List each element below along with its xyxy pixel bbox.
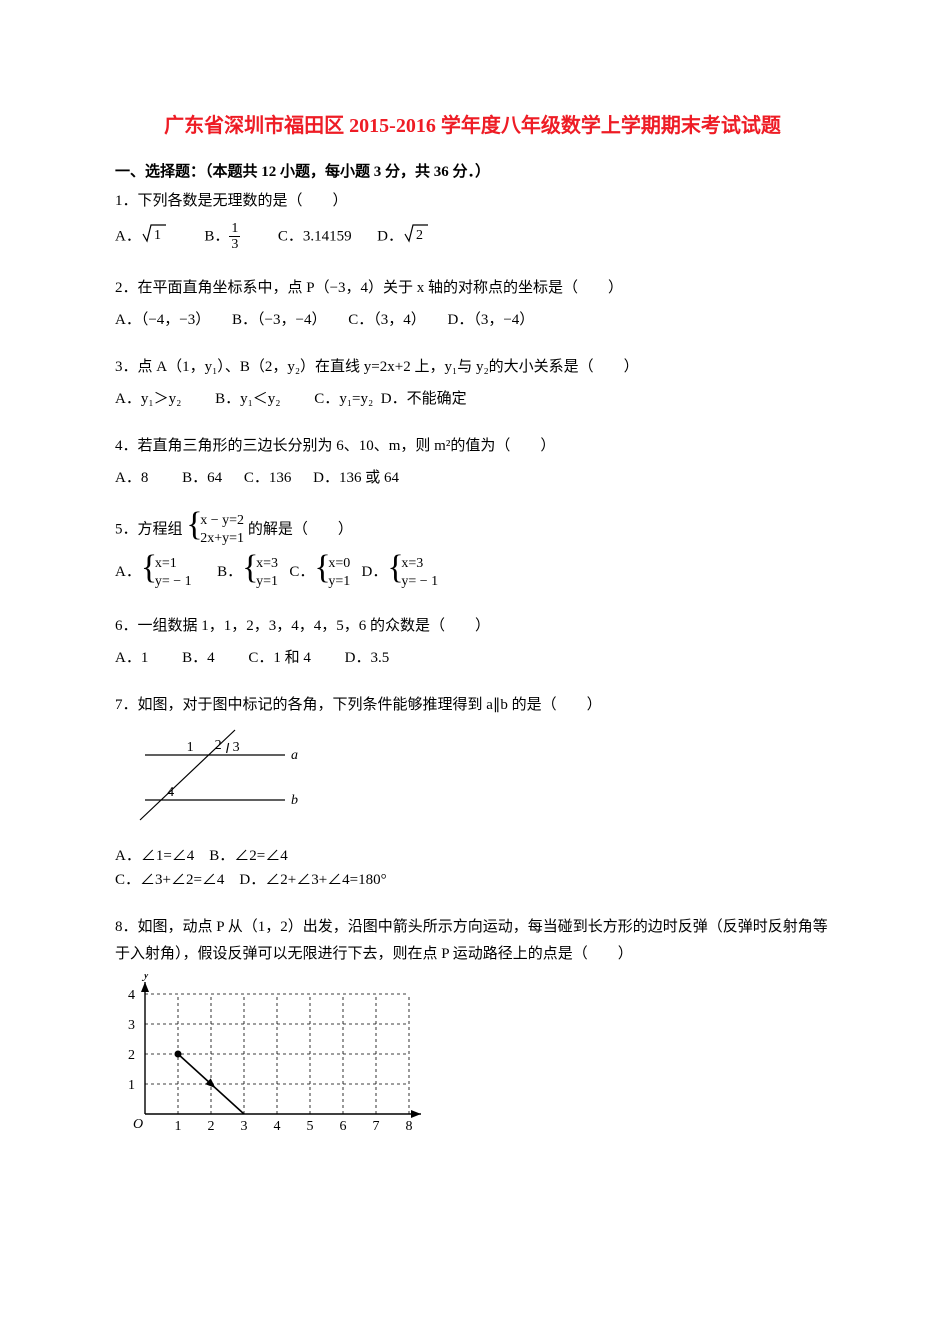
- q6-optD: 3.5: [370, 650, 389, 666]
- question-3: 3．点 A（1，y₁）、B（2，y₂）在直线 y=2x+2 上，y₁与 y₂的大…: [115, 354, 830, 411]
- eq-line2: 2x+y=1: [200, 531, 244, 546]
- svg-text:6: 6: [340, 1119, 347, 1134]
- svg-text:1: 1: [128, 1078, 135, 1093]
- q6-stem: 6．一组数据 1，1，2，3，4，4，5，6 的众数是（ ）: [115, 613, 830, 640]
- svg-text:1: 1: [175, 1119, 182, 1134]
- q5-optA: x=1 y= − 1: [141, 555, 192, 591]
- q3-optB: y₁＜y₂: [240, 391, 280, 407]
- q6-optC: 1 和 4: [273, 650, 311, 666]
- q6-optB: 4: [207, 650, 215, 666]
- q7-stem: 7．如图，对于图中标记的各角，下列条件能够推理得到 a∥b 的是（ ）: [115, 692, 830, 719]
- optC-l1: x=0: [328, 556, 350, 571]
- svg-text:4: 4: [128, 988, 135, 1003]
- q2-stem: 2．在平面直角坐标系中，点 P（−3，4）关于 x 轴的对称点的坐标是（ ）: [115, 275, 830, 302]
- q4-options: A．8 B．64 C．136 D．136 或 64: [115, 466, 830, 490]
- question-6: 6．一组数据 1，1，2，3，4，4，5，6 的众数是（ ） A．1 B．4 C…: [115, 613, 830, 670]
- q1-options: A．1 B．13 C．3.14159 D．2: [115, 221, 830, 253]
- fraction-icon: 13: [229, 221, 240, 253]
- svg-text:2: 2: [128, 1048, 135, 1063]
- sqrt-icon: 2: [403, 222, 429, 252]
- q4-optC: 136: [269, 470, 292, 486]
- section-header: 一、选择题：（本题共 12 小题，每小题 3 分，共 36 分．）: [115, 160, 830, 184]
- eq-line1: x − y=2: [200, 513, 244, 528]
- q7-line1: A．∠1=∠4 B．∠2=∠4: [115, 844, 830, 868]
- q5-optC: x=0y=1: [314, 555, 350, 591]
- svg-text:5: 5: [307, 1119, 314, 1134]
- equation-system: x − y=2 2x+y=1: [186, 512, 244, 548]
- question-1: 1．下列各数是无理数的是（ ） A．1 B．13 C．3.14159 D．2: [115, 188, 830, 253]
- q4-optD: 136 或 64: [339, 470, 399, 486]
- svg-text:1: 1: [187, 740, 194, 755]
- q3-options: A．y₁＞y₂ B．y₁＜y₂ C．y₁=y₂ D．不能确定: [115, 387, 830, 411]
- q5-suffix: 的解是（ ）: [248, 521, 353, 537]
- q4-optB: 64: [207, 470, 222, 486]
- q1-stem: 1．下列各数是无理数的是（ ）: [115, 188, 830, 215]
- q2-optA: （−4，−3）: [141, 312, 210, 328]
- optD-l2: y= − 1: [401, 574, 438, 589]
- q3-optA: y₁＞y₂: [141, 391, 181, 407]
- svg-text:2: 2: [416, 228, 423, 243]
- svg-text:3: 3: [233, 740, 240, 755]
- q4-stem: 4．若直角三角形的三边长分别为 6、10、m，则 m²的值为（ ）: [115, 433, 830, 460]
- q1-optC: 3.14159: [303, 228, 352, 244]
- svg-text:1: 1: [154, 228, 161, 243]
- svg-text:2: 2: [215, 738, 222, 753]
- svg-text:8: 8: [406, 1119, 413, 1134]
- optC-l2: y=1: [328, 574, 350, 589]
- q5-stem: 5．方程组 x − y=2 2x+y=1 的解是（ ）: [115, 512, 830, 548]
- question-2: 2．在平面直角坐标系中，点 P（−3，4）关于 x 轴的对称点的坐标是（ ） A…: [115, 275, 830, 332]
- q7-line2: C．∠3+∠2=∠4 D．∠2+∠3+∠4=180°: [115, 868, 830, 892]
- question-8: 8．如图，动点 P 从（1，2）出发，沿图中箭头所示方向运动，每当碰到长方形的边…: [115, 914, 830, 1148]
- svg-text:O: O: [133, 1117, 143, 1132]
- q5-prefix: 5．方程组: [115, 521, 183, 537]
- page-title: 广东省深圳市福田区 2015-2016 学年度八年级数学上学期期末考试试题: [115, 110, 830, 142]
- optD-l1: x=3: [401, 556, 423, 571]
- q3-optC: y₁=y₂: [339, 391, 373, 407]
- q3-stem: 3．点 A（1，y₁）、B（2，y₂）在直线 y=2x+2 上，y₁与 y₂的大…: [115, 354, 830, 381]
- q2-options: A．（−4，−3） B．（−3，−4） C．（3，4） D．（3，−4）: [115, 308, 830, 332]
- q2-optC: （3，4）: [373, 312, 426, 328]
- svg-text:b: b: [291, 793, 298, 808]
- q6-optA: 1: [141, 650, 149, 666]
- question-5: 5．方程组 x − y=2 2x+y=1 的解是（ ） A．x=1y= − 1 …: [115, 512, 830, 591]
- svg-text:a: a: [291, 748, 298, 763]
- optA-l1: x=1: [155, 556, 177, 571]
- optA-l2: y= − 1: [155, 574, 192, 589]
- optB-l2: y=1: [256, 574, 278, 589]
- question-7: 7．如图，对于图中标记的各角，下列条件能够推理得到 a∥b 的是（ ） 1 23 4…: [115, 692, 830, 892]
- q2-optD: （3，−4）: [473, 312, 534, 328]
- q5-options: A．x=1y= − 1 B．x=3y=1 C．x=0y=1 D．x=3y= − …: [115, 554, 830, 591]
- q2-optB: （−3，−4）: [257, 312, 326, 328]
- question-4: 4．若直角三角形的三边长分别为 6、10、m，则 m²的值为（ ） A．8 B．…: [115, 433, 830, 490]
- svg-text:3: 3: [128, 1018, 135, 1033]
- svg-text:2: 2: [208, 1119, 215, 1134]
- svg-text:4: 4: [167, 785, 174, 800]
- svg-text:4: 4: [274, 1119, 281, 1134]
- q7-diagram: 1 23 4 a b: [115, 725, 830, 834]
- sqrt-icon: 1: [141, 222, 167, 252]
- optB-l1: x=3: [256, 556, 278, 571]
- q8-stem: 8．如图，动点 P 从（1，2）出发，沿图中箭头所示方向运动，每当碰到长方形的边…: [115, 914, 830, 968]
- q4-optA: 8: [141, 470, 149, 486]
- svg-text:y: y: [141, 974, 150, 982]
- q6-options: A．1 B．4 C．1 和 4 D．3.5: [115, 646, 830, 670]
- svg-text:7: 7: [373, 1119, 380, 1134]
- q5-optD: x=3 y= − 1: [387, 555, 438, 591]
- q8-diagram: 123456781234Oxy: [115, 974, 830, 1148]
- q3-optD: 不能确定: [407, 391, 467, 407]
- svg-text:3: 3: [241, 1119, 248, 1134]
- q5-optB: x=3y=1: [242, 555, 278, 591]
